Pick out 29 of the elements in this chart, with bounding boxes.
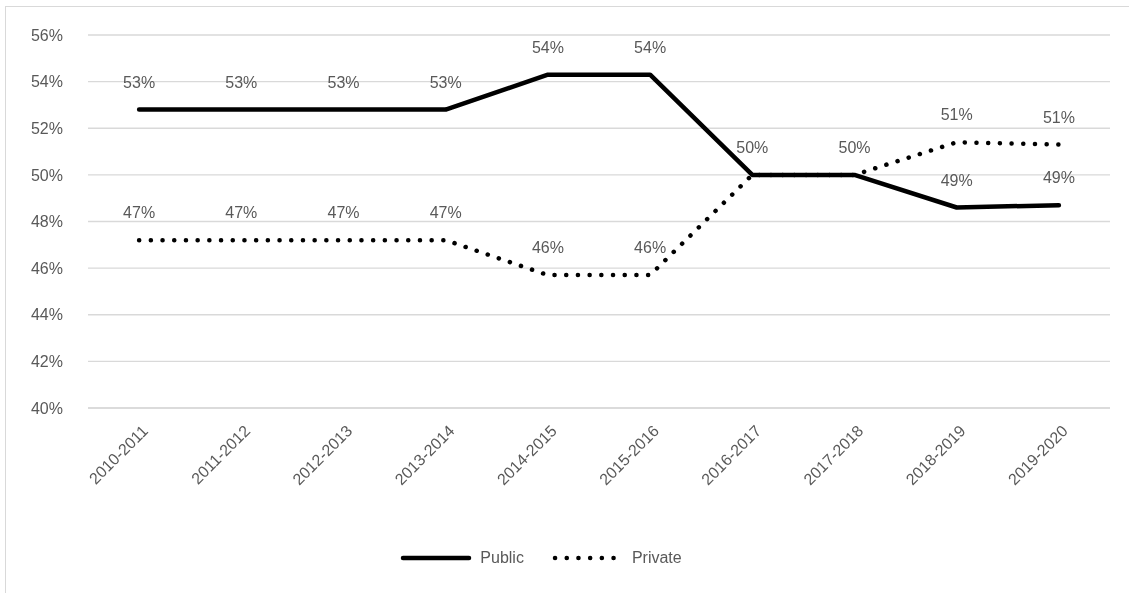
- legend-label: Public: [480, 549, 524, 567]
- data-label: 53%: [123, 73, 156, 91]
- legend-label: Private: [631, 549, 682, 567]
- data-label: 49%: [1042, 169, 1075, 187]
- data-label: 47%: [225, 204, 258, 222]
- y-tick-label: 48%: [30, 213, 63, 231]
- y-tick-label: 52%: [30, 119, 63, 137]
- y-tick-label: 42%: [30, 353, 63, 371]
- y-tick-label: 50%: [30, 166, 63, 184]
- data-label: 51%: [1042, 108, 1075, 126]
- y-tick-label: 40%: [30, 399, 63, 417]
- y-tick-label: 46%: [30, 259, 63, 277]
- data-label: 49%: [940, 171, 973, 189]
- data-label: 46%: [634, 239, 667, 257]
- data-label: 53%: [327, 73, 360, 91]
- data-label: 46%: [531, 239, 564, 257]
- data-label: 53%: [225, 73, 258, 91]
- y-tick-label: 54%: [30, 73, 63, 91]
- data-label: 53%: [429, 73, 462, 91]
- data-label: 47%: [429, 204, 462, 222]
- data-label: 50%: [736, 138, 769, 156]
- y-tick-label: 44%: [30, 306, 63, 324]
- data-label: 54%: [531, 38, 564, 56]
- data-label: 54%: [634, 38, 667, 56]
- y-tick-label: 56%: [30, 26, 63, 44]
- data-label: 47%: [327, 204, 360, 222]
- data-label: 50%: [838, 138, 871, 156]
- data-label: 47%: [123, 204, 156, 222]
- data-label: 51%: [940, 106, 973, 124]
